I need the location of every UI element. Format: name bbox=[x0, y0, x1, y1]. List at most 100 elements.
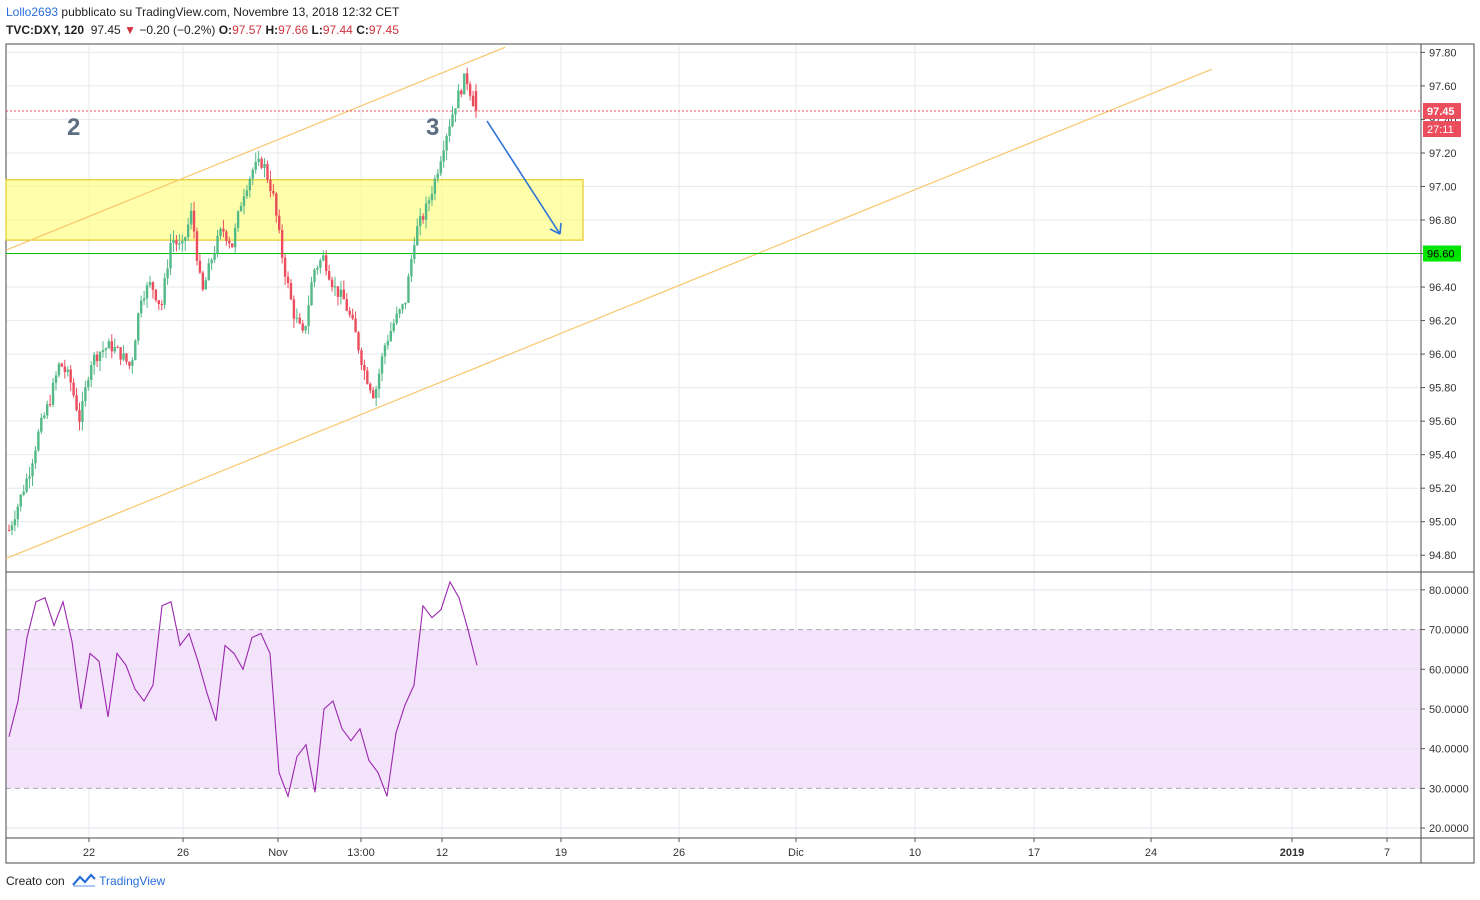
projection-arrow bbox=[486, 120, 561, 235]
candle-body bbox=[95, 354, 99, 362]
candle-body bbox=[69, 369, 72, 383]
candle-body bbox=[101, 350, 105, 352]
candle-body bbox=[81, 401, 84, 422]
candle-body bbox=[374, 388, 378, 399]
tradingview-link[interactable]: TradingView bbox=[99, 874, 166, 888]
candle-body bbox=[154, 289, 158, 301]
candle-body bbox=[357, 332, 360, 351]
time-tick-label: 10 bbox=[909, 847, 921, 859]
candle-body bbox=[122, 353, 125, 360]
candle-body bbox=[278, 215, 281, 230]
candle-body bbox=[454, 108, 457, 115]
candle-body bbox=[372, 390, 375, 399]
publish-line: Lollo2693 pubblicato su TradingView.com,… bbox=[6, 3, 399, 21]
candle-body bbox=[363, 364, 366, 371]
candle-body bbox=[166, 268, 169, 279]
candle-body bbox=[275, 193, 278, 216]
time-tick-label: 22 bbox=[83, 847, 95, 859]
low-value: 97.44 bbox=[322, 23, 353, 37]
candle-body bbox=[316, 267, 319, 270]
symbol-label[interactable]: TVC:DXY, 120 bbox=[6, 23, 85, 37]
candle-body bbox=[151, 282, 155, 290]
price-tick-label: 97.00 bbox=[1429, 181, 1457, 193]
author-link[interactable]: Lollo2693 bbox=[6, 5, 59, 19]
candle-body bbox=[84, 387, 87, 402]
candle-body bbox=[457, 90, 460, 109]
candle-body bbox=[342, 289, 346, 300]
price-tick-label: 96.40 bbox=[1429, 282, 1457, 294]
candle-body bbox=[219, 228, 222, 236]
last-price-tag bbox=[1423, 103, 1461, 120]
candle-body bbox=[286, 276, 290, 283]
candle-body bbox=[90, 365, 93, 380]
time-tick-label: 13:00 bbox=[347, 847, 375, 859]
candle-body bbox=[201, 272, 205, 290]
candle-body bbox=[301, 323, 304, 331]
candle-body bbox=[210, 259, 213, 264]
candle-body bbox=[369, 383, 372, 391]
candle-body bbox=[186, 224, 190, 238]
candle-body bbox=[327, 270, 331, 280]
candle-body bbox=[430, 193, 434, 201]
candle-body bbox=[189, 210, 193, 225]
candle-body bbox=[366, 370, 369, 384]
candle-body bbox=[10, 525, 14, 531]
channel-lower-line bbox=[5, 68, 1213, 560]
candle-body bbox=[445, 135, 448, 151]
candle-body bbox=[404, 302, 407, 305]
candle-body bbox=[178, 243, 181, 245]
candle-body bbox=[116, 347, 119, 349]
chart-header: Lollo2693 pubblicato su TradingView.com,… bbox=[6, 3, 399, 39]
time-tick-label: 24 bbox=[1145, 847, 1157, 859]
time-tick-label: 26 bbox=[673, 847, 685, 859]
time-tick-label: Nov bbox=[268, 847, 288, 859]
candle-body bbox=[192, 210, 196, 232]
candle-body bbox=[157, 300, 160, 305]
candle-body bbox=[330, 279, 334, 288]
candle-body bbox=[392, 323, 395, 331]
candle-body bbox=[395, 313, 398, 324]
candle-body bbox=[216, 235, 219, 254]
candle-body bbox=[175, 240, 178, 245]
candle-body bbox=[57, 363, 61, 376]
candle-body bbox=[333, 286, 337, 288]
candle-body bbox=[339, 289, 343, 297]
candle-body bbox=[87, 379, 90, 388]
time-tick-label: 2019 bbox=[1280, 847, 1304, 859]
candle-body bbox=[19, 494, 22, 507]
candle-body bbox=[442, 150, 445, 162]
candle-body bbox=[295, 317, 299, 319]
candle-body bbox=[448, 126, 451, 136]
candle-body bbox=[169, 242, 172, 269]
price-tick-label: 95.00 bbox=[1429, 517, 1457, 529]
time-tick-label: 19 bbox=[555, 847, 567, 859]
candle-body bbox=[13, 519, 17, 526]
candle-body bbox=[336, 286, 340, 297]
candle-body bbox=[231, 243, 234, 248]
candle-body bbox=[207, 263, 210, 281]
candle-body bbox=[325, 255, 328, 271]
change-value: −0.20 (−0.2%) bbox=[139, 23, 216, 37]
candle-body bbox=[313, 269, 316, 283]
candle-body bbox=[319, 260, 322, 268]
candle-body bbox=[45, 404, 49, 416]
candle-body bbox=[307, 305, 310, 327]
support-price-tag bbox=[1423, 245, 1461, 262]
candle-body bbox=[72, 382, 75, 396]
close-value: 97.45 bbox=[368, 23, 399, 37]
ohlc-line: TVC:DXY, 120 97.45 ▼ −0.20 (−0.2%) O:97.… bbox=[6, 21, 399, 39]
candle-body bbox=[386, 340, 390, 346]
candle-body bbox=[383, 345, 387, 357]
candle-body bbox=[43, 415, 46, 418]
candle-body bbox=[131, 360, 134, 366]
candle-body bbox=[75, 395, 78, 411]
candle-body bbox=[251, 169, 254, 179]
candle-body bbox=[137, 313, 140, 341]
candle-body bbox=[354, 318, 357, 333]
created-with-label: Creato con bbox=[6, 874, 65, 888]
rsi-tick-label: 30.0000 bbox=[1429, 783, 1469, 795]
candle-body bbox=[427, 200, 431, 204]
rsi-line bbox=[8, 580, 478, 799]
price-tick-label: 96.00 bbox=[1429, 349, 1457, 361]
